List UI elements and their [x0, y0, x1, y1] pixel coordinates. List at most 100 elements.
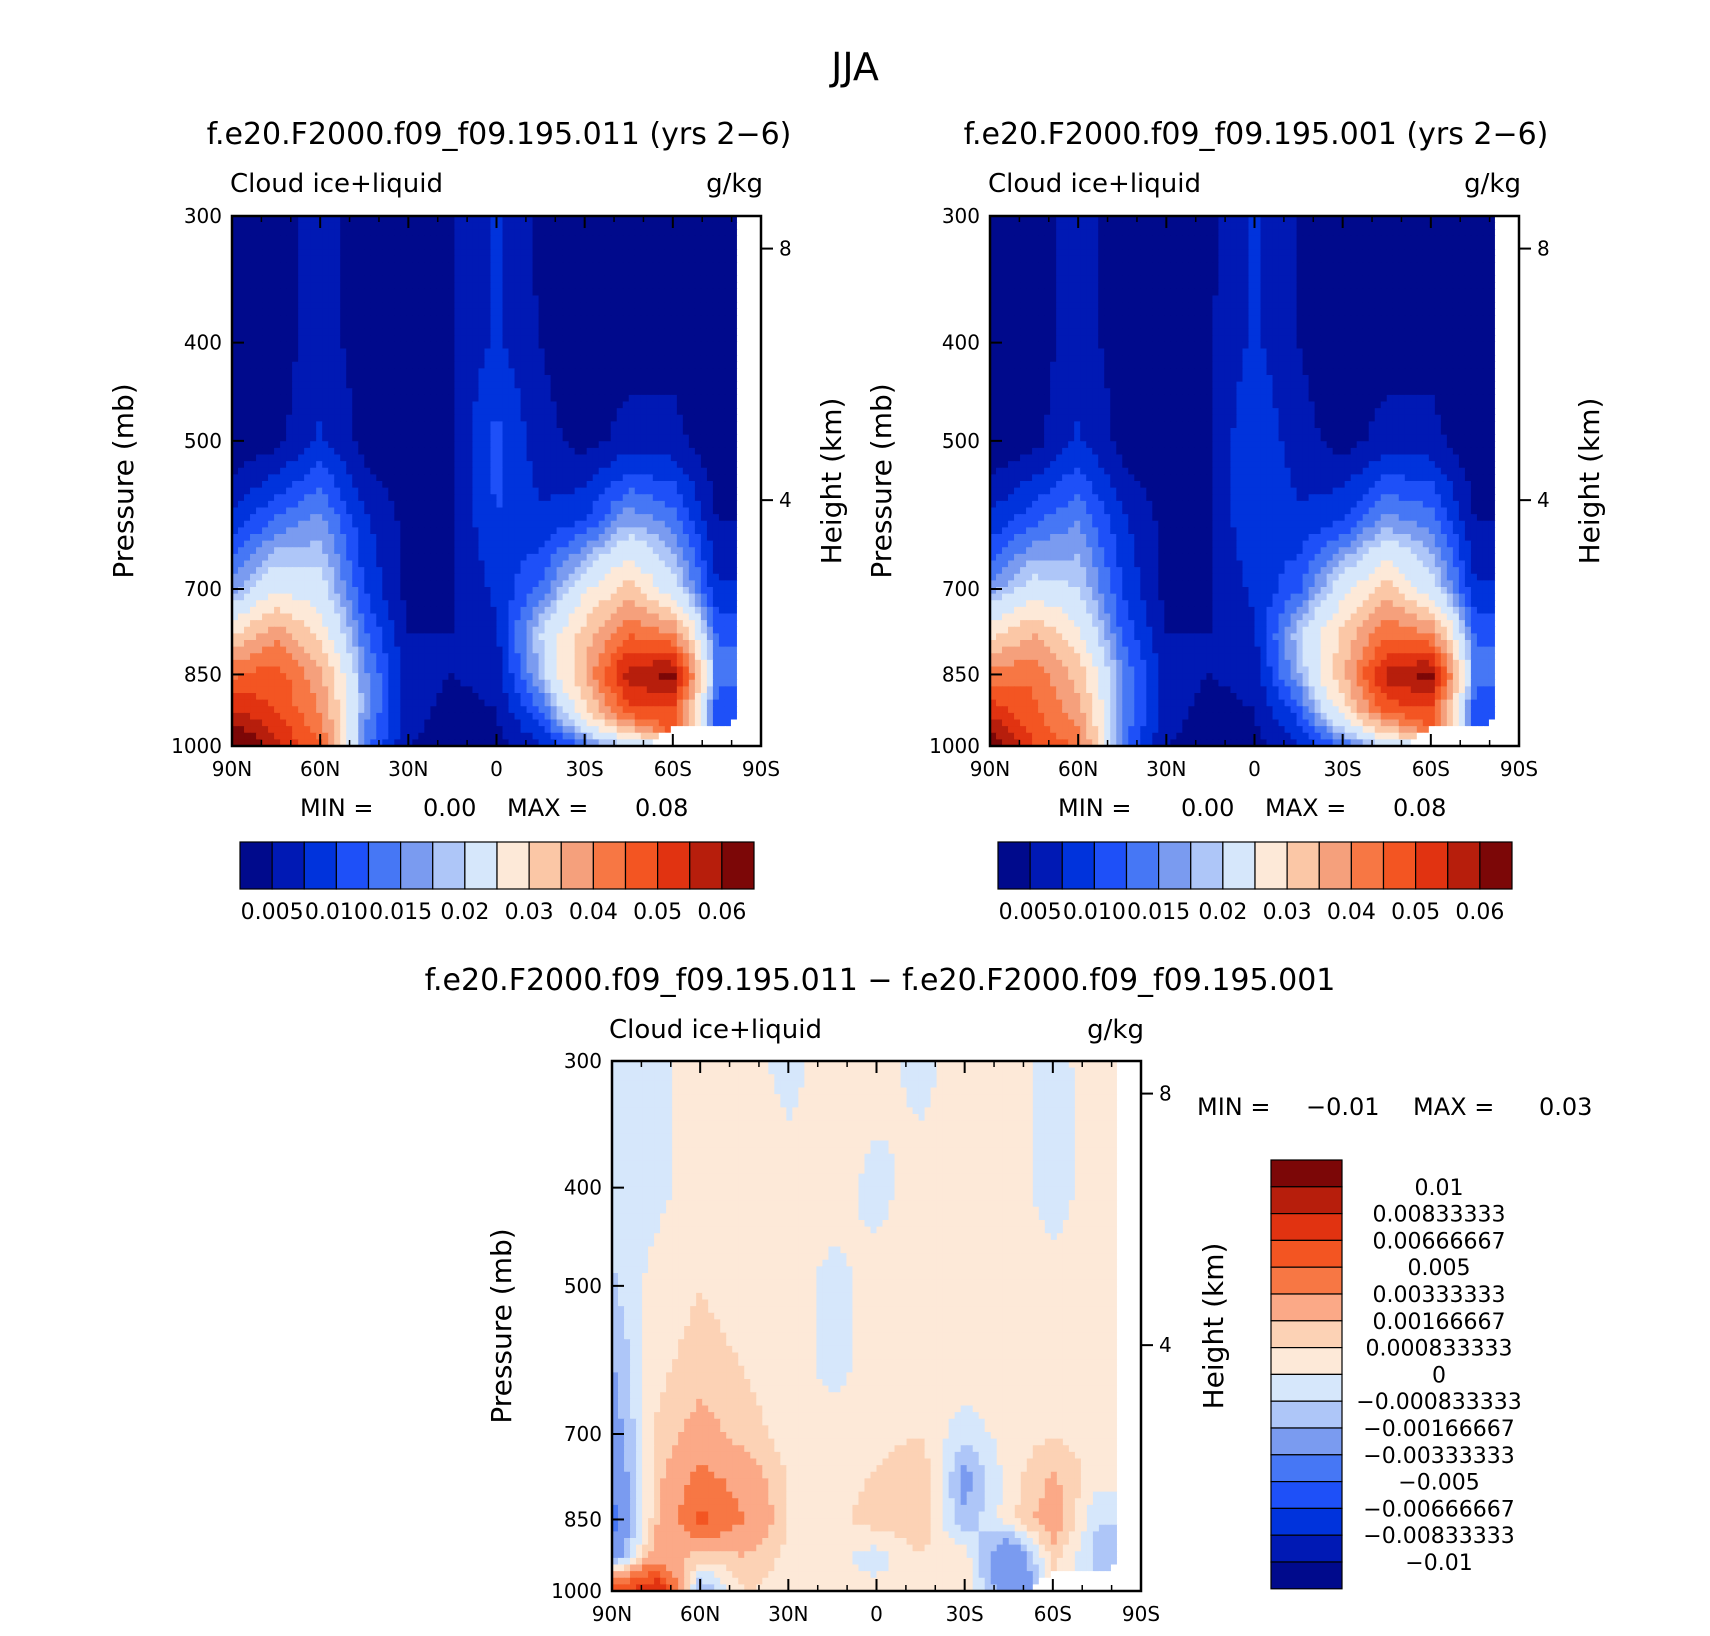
contour-cell: [581, 236, 588, 243]
contour-cell: [490, 355, 497, 362]
contour-cell: [641, 534, 648, 541]
contour-cell: [436, 362, 443, 369]
contour-cell: [376, 428, 383, 435]
contour-cell: [304, 368, 311, 375]
contour-cell: [509, 554, 516, 561]
contour-cell: [581, 547, 588, 554]
contour-cell: [334, 388, 341, 395]
contour-cell: [713, 448, 720, 455]
contour-cell: [250, 355, 257, 362]
contour-cell: [376, 435, 383, 442]
contour-cell: [701, 223, 708, 230]
contour-cell: [400, 243, 407, 250]
contour-cell: [436, 355, 443, 362]
contour-cell: [268, 554, 275, 561]
contour-cell: [527, 428, 534, 435]
contour-cell: [569, 229, 576, 236]
contour-cell: [581, 521, 588, 528]
contour-cell: [629, 342, 636, 349]
contour-cell: [436, 329, 443, 336]
contour-cell: [466, 561, 473, 568]
contour-cell: [334, 236, 341, 243]
contour-cell: [587, 441, 594, 448]
contour-cell: [641, 342, 648, 349]
contour-cell: [280, 428, 287, 435]
contour-cell: [749, 421, 756, 428]
contour-cell: [328, 388, 335, 395]
contour-cell: [280, 547, 287, 554]
contour-cell: [665, 421, 672, 428]
contour-cell: [442, 256, 449, 263]
contour-cell: [418, 269, 425, 276]
contour-cell: [731, 474, 738, 481]
contour-cell: [653, 481, 660, 488]
contour-cell: [418, 461, 425, 468]
contour-cell: [695, 580, 702, 587]
contour-cell: [442, 309, 449, 316]
contour-cell: [563, 335, 570, 342]
contour-cell: [731, 349, 738, 356]
contour-cell: [737, 329, 744, 336]
contour-cell: [635, 402, 642, 409]
contour-cell: [659, 441, 666, 448]
contour-cell: [316, 368, 323, 375]
contour-cell: [521, 362, 528, 369]
contour-cell: [689, 567, 696, 574]
contour-cell: [484, 243, 491, 250]
contour-cell: [370, 223, 377, 230]
contour-cell: [713, 236, 720, 243]
contour-cell: [515, 574, 522, 581]
contour-cell: [635, 574, 642, 581]
contour-cell: [539, 269, 546, 276]
contour-cell: [466, 441, 473, 448]
contour-cell: [731, 534, 738, 541]
contour-cell: [581, 388, 588, 395]
contour-cell: [334, 395, 341, 402]
contour-cell: [497, 302, 504, 309]
contour-cell: [497, 335, 504, 342]
contour-cell: [587, 269, 594, 276]
contour-cell: [617, 574, 624, 581]
contour-cell: [515, 435, 522, 442]
contour-cell: [370, 547, 377, 554]
contour-cell: [695, 521, 702, 528]
contour-cell: [611, 269, 618, 276]
contour-cell: [659, 302, 666, 309]
contour-cell: [713, 481, 720, 488]
contour-cell: [490, 435, 497, 442]
contour-cell: [665, 296, 672, 303]
contour-cell: [707, 388, 714, 395]
contour-cell: [268, 501, 275, 508]
contour-cell: [382, 223, 389, 230]
contour-cell: [334, 329, 341, 336]
contour-cell: [382, 574, 389, 581]
contour-cell: [382, 474, 389, 481]
contour-cell: [707, 256, 714, 263]
contour-cell: [274, 236, 281, 243]
contour-cell: [659, 243, 666, 250]
contour-cell: [665, 282, 672, 289]
contour-cell: [352, 481, 359, 488]
contour-cell: [689, 256, 696, 263]
contour-cell: [322, 362, 329, 369]
contour-cell: [388, 461, 395, 468]
contour-cell: [569, 362, 576, 369]
contour-cell: [430, 262, 437, 269]
contour-cell: [322, 421, 329, 428]
contour-cell: [388, 368, 395, 375]
contour-cell: [659, 289, 666, 296]
contour-cell: [533, 223, 540, 230]
contour-cell: [424, 474, 431, 481]
contour-cell: [238, 349, 245, 356]
contour-cell: [575, 580, 582, 587]
contour-cell: [484, 587, 491, 594]
contour-cell: [262, 329, 269, 336]
contour-cell: [418, 402, 425, 409]
contour-cell: [280, 514, 287, 521]
contour-cell: [623, 355, 630, 362]
contour-cell: [442, 574, 449, 581]
contour-cell: [539, 322, 546, 329]
contour-cell: [623, 388, 630, 395]
contour-cell: [521, 282, 528, 289]
contour-cell: [448, 527, 455, 534]
